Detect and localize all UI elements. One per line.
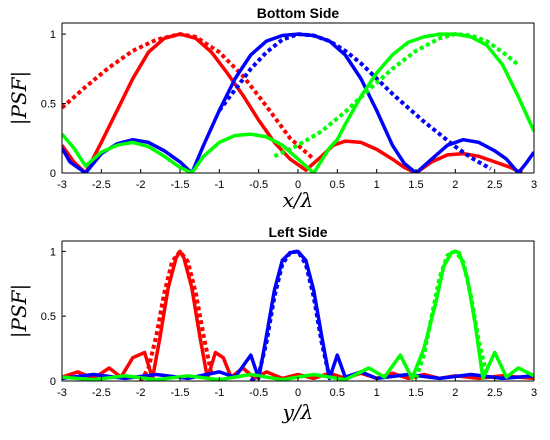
x-tick-label: -0.5 <box>249 179 268 191</box>
x-axis-label: y/λ <box>282 400 314 424</box>
axes-box <box>62 240 535 381</box>
x-tick-label: -1.5 <box>171 179 190 191</box>
axes-box <box>62 22 535 173</box>
x-tick-label: 1.5 <box>408 179 423 191</box>
series-line-2-dotted <box>138 249 214 381</box>
chart-panel-1: -3 -2.5 -2 -1.5 -1 -0.5 0 0.5 1 1.5 2 2.5 3 0 0.5 1 Bott… <box>7 5 537 212</box>
x-tick-label: -3 <box>57 387 67 399</box>
x-tick-label: 0.5 <box>330 387 345 399</box>
x-tick-label: -1 <box>214 179 224 191</box>
x-tick-label: 2.5 <box>487 179 502 191</box>
x-tick-label: 3 <box>531 179 537 191</box>
x-tick-label: 0 <box>295 179 301 191</box>
series-line-4-dotted <box>249 249 332 381</box>
series-line-6-dotted <box>273 32 520 159</box>
x-tick-label: 2.5 <box>487 387 502 399</box>
series-line-6-dotted <box>414 249 489 380</box>
y-axis-label: |PSF| <box>7 71 32 126</box>
series-line-1-solid <box>62 32 523 173</box>
y-tick-label: 1 <box>50 29 56 41</box>
series-line-5-solid <box>62 32 534 173</box>
chart-title: Left Side <box>268 224 327 240</box>
x-tick-label: -2.5 <box>92 179 111 191</box>
x-tick-label: -1.5 <box>171 387 190 399</box>
x-tick-label: 2 <box>452 387 458 399</box>
y-tick-label: 0.5 <box>41 311 56 323</box>
chart-title: Bottom Side <box>257 5 340 21</box>
x-tick-label: 0 <box>295 387 301 399</box>
y-tick-label: 0 <box>50 168 56 180</box>
x-tick-label: 1.5 <box>408 387 423 399</box>
series-line-2-dotted <box>62 32 316 161</box>
y-axis-label: |PSF| <box>7 284 32 339</box>
x-axis-label: x/λ <box>283 188 314 212</box>
x-tick-label: 0.5 <box>330 179 345 191</box>
x-tick-label: -2 <box>136 179 146 191</box>
series-group <box>62 249 534 381</box>
y-tick-label: 1 <box>50 246 56 258</box>
y-tick-label: 0 <box>50 376 56 388</box>
series-group <box>62 32 534 173</box>
x-tick-label: 2 <box>452 179 458 191</box>
x-tick-label: 3 <box>531 387 537 399</box>
series-line-4-dotted <box>217 32 492 171</box>
chart-panel-2: -3 -2.5 -2 -1.5 -1 -0.5 0 0.5 1 1.5 2 2.5 3 0 0.5 1 Left… <box>7 224 537 424</box>
x-tick-label: -2 <box>136 387 146 399</box>
x-tick-label: -0.5 <box>249 387 268 399</box>
series-line-5-solid <box>62 249 534 381</box>
y-tick-label: 0.5 <box>41 99 56 111</box>
x-tick-label: 1 <box>374 179 380 191</box>
x-tick-label: -1 <box>214 387 224 399</box>
x-tick-label: 1 <box>374 387 380 399</box>
x-tick-label: -3 <box>57 179 67 191</box>
x-tick-label: -2.5 <box>92 387 111 399</box>
